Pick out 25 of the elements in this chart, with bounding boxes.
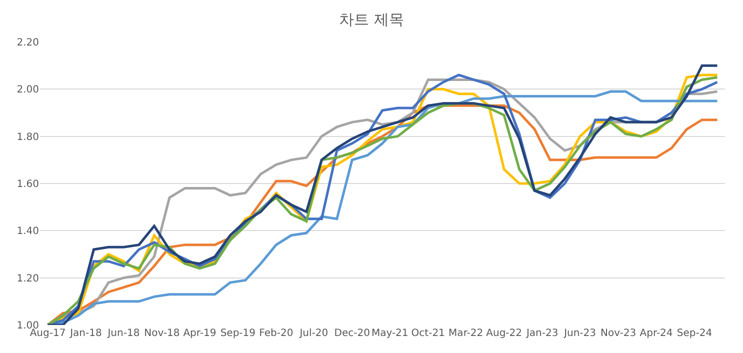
x-tick-label: Jan-23 xyxy=(525,328,558,339)
x-tick-label: Jul-20 xyxy=(298,328,328,339)
x-tick-label: Feb-20 xyxy=(259,328,294,339)
chart-title: 차트 제목 xyxy=(339,10,404,29)
x-tick-label: Jan-18 xyxy=(69,328,102,339)
x-tick-label: Aug-22 xyxy=(486,328,522,339)
y-tick-label: 1.40 xyxy=(16,226,39,238)
x-tick-label: Sep-24 xyxy=(676,328,712,339)
y-tick-label: 1.60 xyxy=(16,179,39,190)
x-tick-label: Jun-23 xyxy=(563,328,596,339)
y-tick-label: 1.80 xyxy=(16,132,39,143)
y-tick-label: 2.20 xyxy=(16,38,39,48)
x-tick-label: Dec-20 xyxy=(334,328,370,339)
y-tick-label: 1.20 xyxy=(16,273,39,284)
x-tick-label: Apr-19 xyxy=(183,328,216,339)
x-tick-label: Nov-23 xyxy=(600,328,636,339)
x-tick-label: Jun-18 xyxy=(106,328,140,339)
x-tick-label: Nov-18 xyxy=(144,328,180,339)
x-tick-label: Sep-19 xyxy=(220,328,256,339)
y-tick-label: 2.00 xyxy=(16,84,39,96)
x-tick-label: Oct-21 xyxy=(411,328,445,339)
x-tick-label: Aug-17 xyxy=(30,328,66,339)
x-tick-label: May-21 xyxy=(371,328,408,339)
x-tick-label: Mar-22 xyxy=(448,328,484,339)
x-tick-label: Apr-24 xyxy=(640,328,673,339)
